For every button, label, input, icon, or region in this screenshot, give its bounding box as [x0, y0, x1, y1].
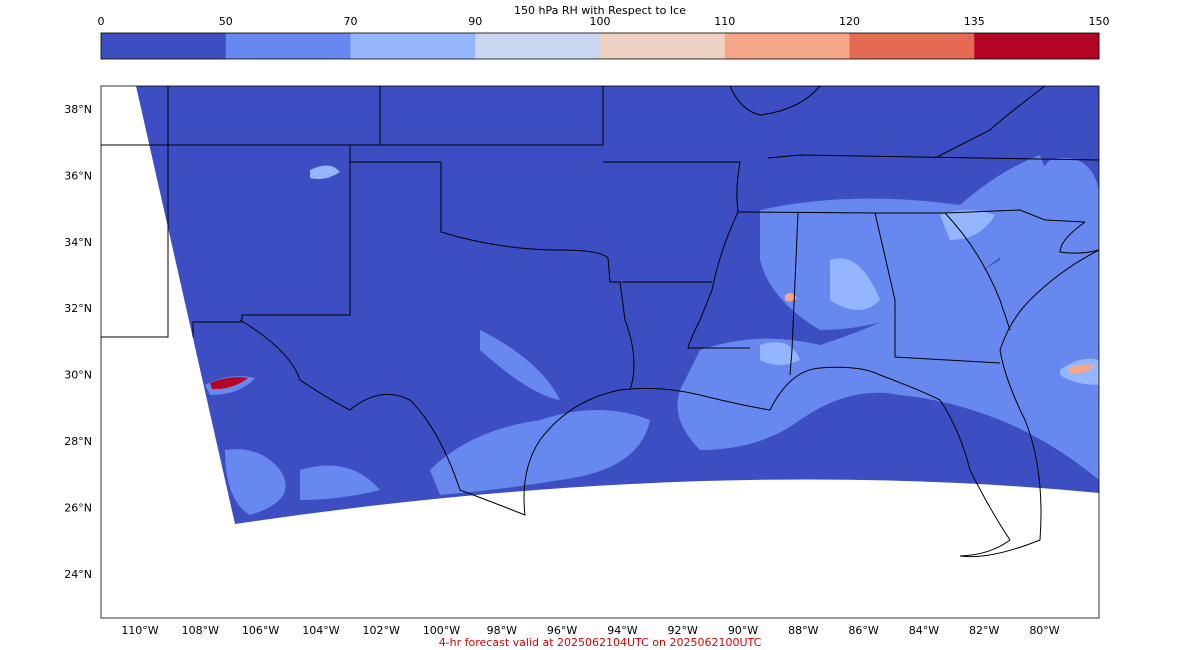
lat-label: 38°N [64, 103, 92, 116]
lon-label: 98°W [487, 624, 517, 637]
colorbar-tick-label: 70 [344, 15, 358, 28]
coastline [239, 249, 1100, 558]
colorbar-tick-label: 150 [1089, 15, 1110, 28]
colorbar-segment [849, 33, 975, 59]
lon-label: 90°W [728, 624, 758, 637]
lon-labels: 110°W 108°W 106°W 104°W 102°W 100°W 98°W 96°W 94… [121, 624, 1059, 637]
lon-label: 104°W [302, 624, 339, 637]
colorbar-segment [350, 33, 476, 59]
lat-labels: 38°N 36°N 34°N 32°N 30°N 28°N 26°N 24°N [64, 103, 92, 581]
lon-label: 84°W [909, 624, 939, 637]
colorbar: 0 50 70 90 100 110 120 135 150 [98, 15, 1110, 59]
colorbar-tick-label: 0 [98, 15, 105, 28]
colorbar-segment [225, 33, 351, 59]
lon-label: 100°W [423, 624, 460, 637]
colorbar-tick-label: 120 [839, 15, 860, 28]
lat-label: 36°N [64, 169, 92, 182]
colorbar-tick-label: 135 [964, 15, 985, 28]
lat-label: 28°N [64, 435, 92, 448]
colorbar-segment [724, 33, 850, 59]
lon-label: 92°W [668, 624, 698, 637]
saturated-patch [210, 377, 248, 390]
colorbar-segment [974, 33, 1100, 59]
lat-label: 34°N [64, 236, 92, 249]
lon-label: 96°W [547, 624, 577, 637]
lon-label: 106°W [242, 624, 279, 637]
colorbar-title: 150 hPa RH with Respect to Ice [514, 4, 686, 17]
colorbar-tick-label: 90 [468, 15, 482, 28]
colorbar-segment [101, 33, 227, 59]
colorbar-tick-label: 50 [219, 15, 233, 28]
lat-label: 26°N [64, 501, 92, 514]
political-borders [101, 85, 1100, 391]
forecast-caption: 4-hr forecast valid at 2025062104UTC on … [439, 636, 762, 649]
supersaturated-patch [1068, 364, 1095, 374]
map-area [100, 85, 1100, 619]
lat-label: 32°N [64, 302, 92, 315]
map-frame [100, 85, 1100, 619]
colorbar-segment [475, 33, 601, 59]
forecast-domain [136, 86, 1099, 524]
lon-label: 88°W [788, 624, 818, 637]
lon-label: 94°W [607, 624, 637, 637]
lon-label: 110°W [121, 624, 158, 637]
lon-label: 102°W [363, 624, 400, 637]
colorbar-tick-label: 110 [714, 15, 735, 28]
lon-label: 82°W [969, 624, 999, 637]
lat-label: 24°N [64, 568, 92, 581]
colorbar-segment [600, 33, 726, 59]
colorbar-frame [100, 32, 1100, 60]
lon-label: 86°W [848, 624, 878, 637]
colorbar-tick-label: 100 [590, 15, 611, 28]
lat-label: 30°N [64, 369, 92, 382]
lon-label: 80°W [1029, 624, 1059, 637]
lon-label: 108°W [182, 624, 219, 637]
